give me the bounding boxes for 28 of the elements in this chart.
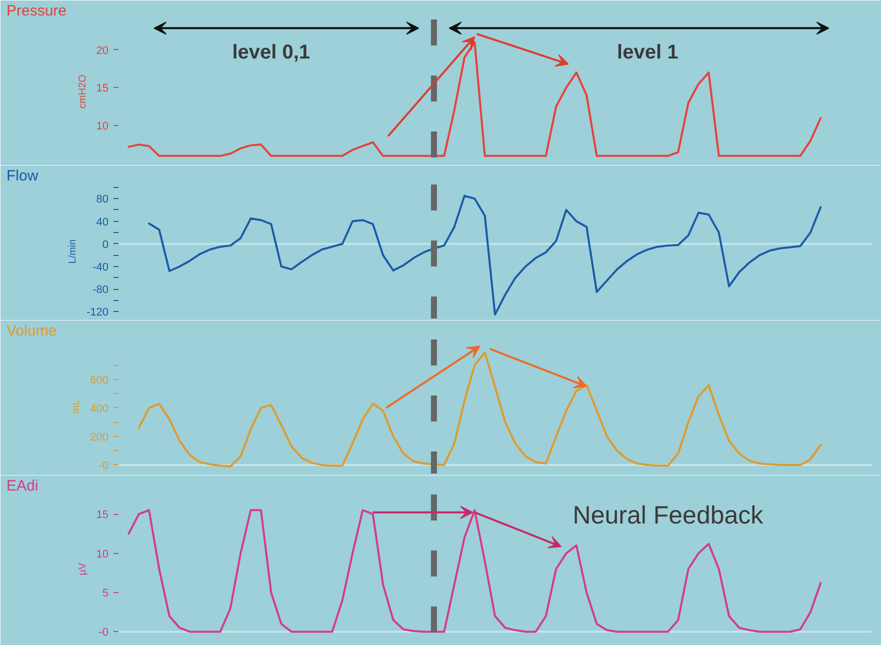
y-tick-label: 10 [96, 120, 109, 133]
y-tick-label: 15 [96, 509, 109, 522]
chart-title: Pressure [6, 2, 67, 20]
y-tick-label: 10 [96, 548, 109, 560]
annotation: level 0,1 [232, 42, 310, 64]
y-tick-label: 15 [96, 82, 109, 95]
y-tick-label: 600 [90, 374, 109, 386]
annotation: Neural Feedback [572, 501, 764, 530]
annotation: level 1 [617, 42, 678, 64]
y-tick-label: -0 [98, 460, 108, 472]
chart-title: EAdi [6, 478, 38, 494]
y-axis-title: µV [77, 562, 88, 576]
y-axis-title: mL [71, 399, 82, 414]
chart-title: Flow [6, 168, 38, 184]
y-tick-label: -80 [92, 284, 109, 296]
y-tick-label: 0 [102, 238, 109, 251]
y-axis-title: L/min [67, 239, 78, 264]
y-tick-label: 80 [96, 194, 109, 206]
y-tick-label: 5 [102, 588, 109, 600]
y-tick-label: 200 [90, 431, 109, 444]
chart-title: Volume [6, 322, 57, 340]
y-tick-label: 400 [90, 402, 109, 415]
y-tick-label: 40 [96, 216, 109, 228]
y-tick-label: 20 [96, 44, 109, 57]
y-tick-label: -40 [92, 261, 109, 274]
y-axis-title: cmH2O [77, 74, 88, 108]
y-tick-label: -120 [86, 306, 109, 319]
y-tick-label: -0 [98, 626, 108, 639]
